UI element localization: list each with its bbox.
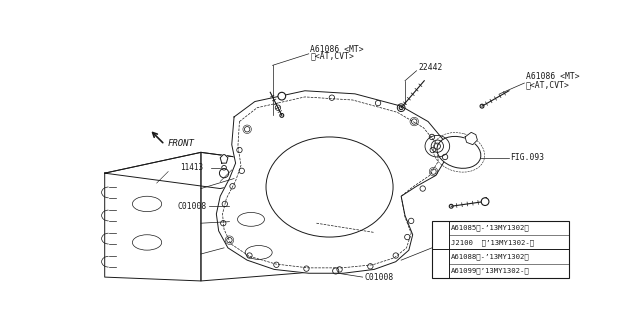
Text: ②<AT,CVT>: ②<AT,CVT> <box>526 80 570 89</box>
Ellipse shape <box>437 136 481 168</box>
Text: A005001083: A005001083 <box>524 272 570 281</box>
Text: C01008: C01008 <box>364 273 394 282</box>
Text: 1: 1 <box>438 231 443 240</box>
Text: FIG.156<AT,CVT>: FIG.156<AT,CVT> <box>433 246 507 255</box>
Text: FIG.093: FIG.093 <box>511 153 545 162</box>
Polygon shape <box>220 155 228 163</box>
Text: C01008: C01008 <box>178 202 207 211</box>
Polygon shape <box>201 152 316 281</box>
Polygon shape <box>105 152 201 281</box>
Polygon shape <box>216 91 445 273</box>
Circle shape <box>481 198 489 205</box>
Text: 1: 1 <box>280 92 284 101</box>
Text: ①<AT,CVT>: ①<AT,CVT> <box>310 52 354 60</box>
Text: 22442: 22442 <box>418 63 442 72</box>
Text: A61086 <MT>: A61086 <MT> <box>310 45 364 54</box>
Circle shape <box>278 92 285 100</box>
Polygon shape <box>105 152 316 188</box>
Text: 2: 2 <box>438 259 443 268</box>
Text: FIG.113 <MT>: FIG.113 <MT> <box>433 239 492 248</box>
Bar <box>432 221 569 278</box>
Polygon shape <box>465 132 477 145</box>
Circle shape <box>436 259 445 268</box>
Text: A61099（’13MY1302-）: A61099（’13MY1302-） <box>451 268 530 274</box>
Circle shape <box>436 230 445 240</box>
Text: 1: 1 <box>483 197 488 206</box>
Text: FRONT: FRONT <box>168 139 195 148</box>
Text: 11413: 11413 <box>180 163 204 172</box>
Text: A61085（-’13MY1302）: A61085（-’13MY1302） <box>451 225 530 231</box>
Text: A61088（-’13MY1302）: A61088（-’13MY1302） <box>451 253 530 260</box>
Text: J2100  （’13MY1302-）: J2100 （’13MY1302-） <box>451 239 534 245</box>
Text: A61086 <MT>: A61086 <MT> <box>526 72 579 81</box>
